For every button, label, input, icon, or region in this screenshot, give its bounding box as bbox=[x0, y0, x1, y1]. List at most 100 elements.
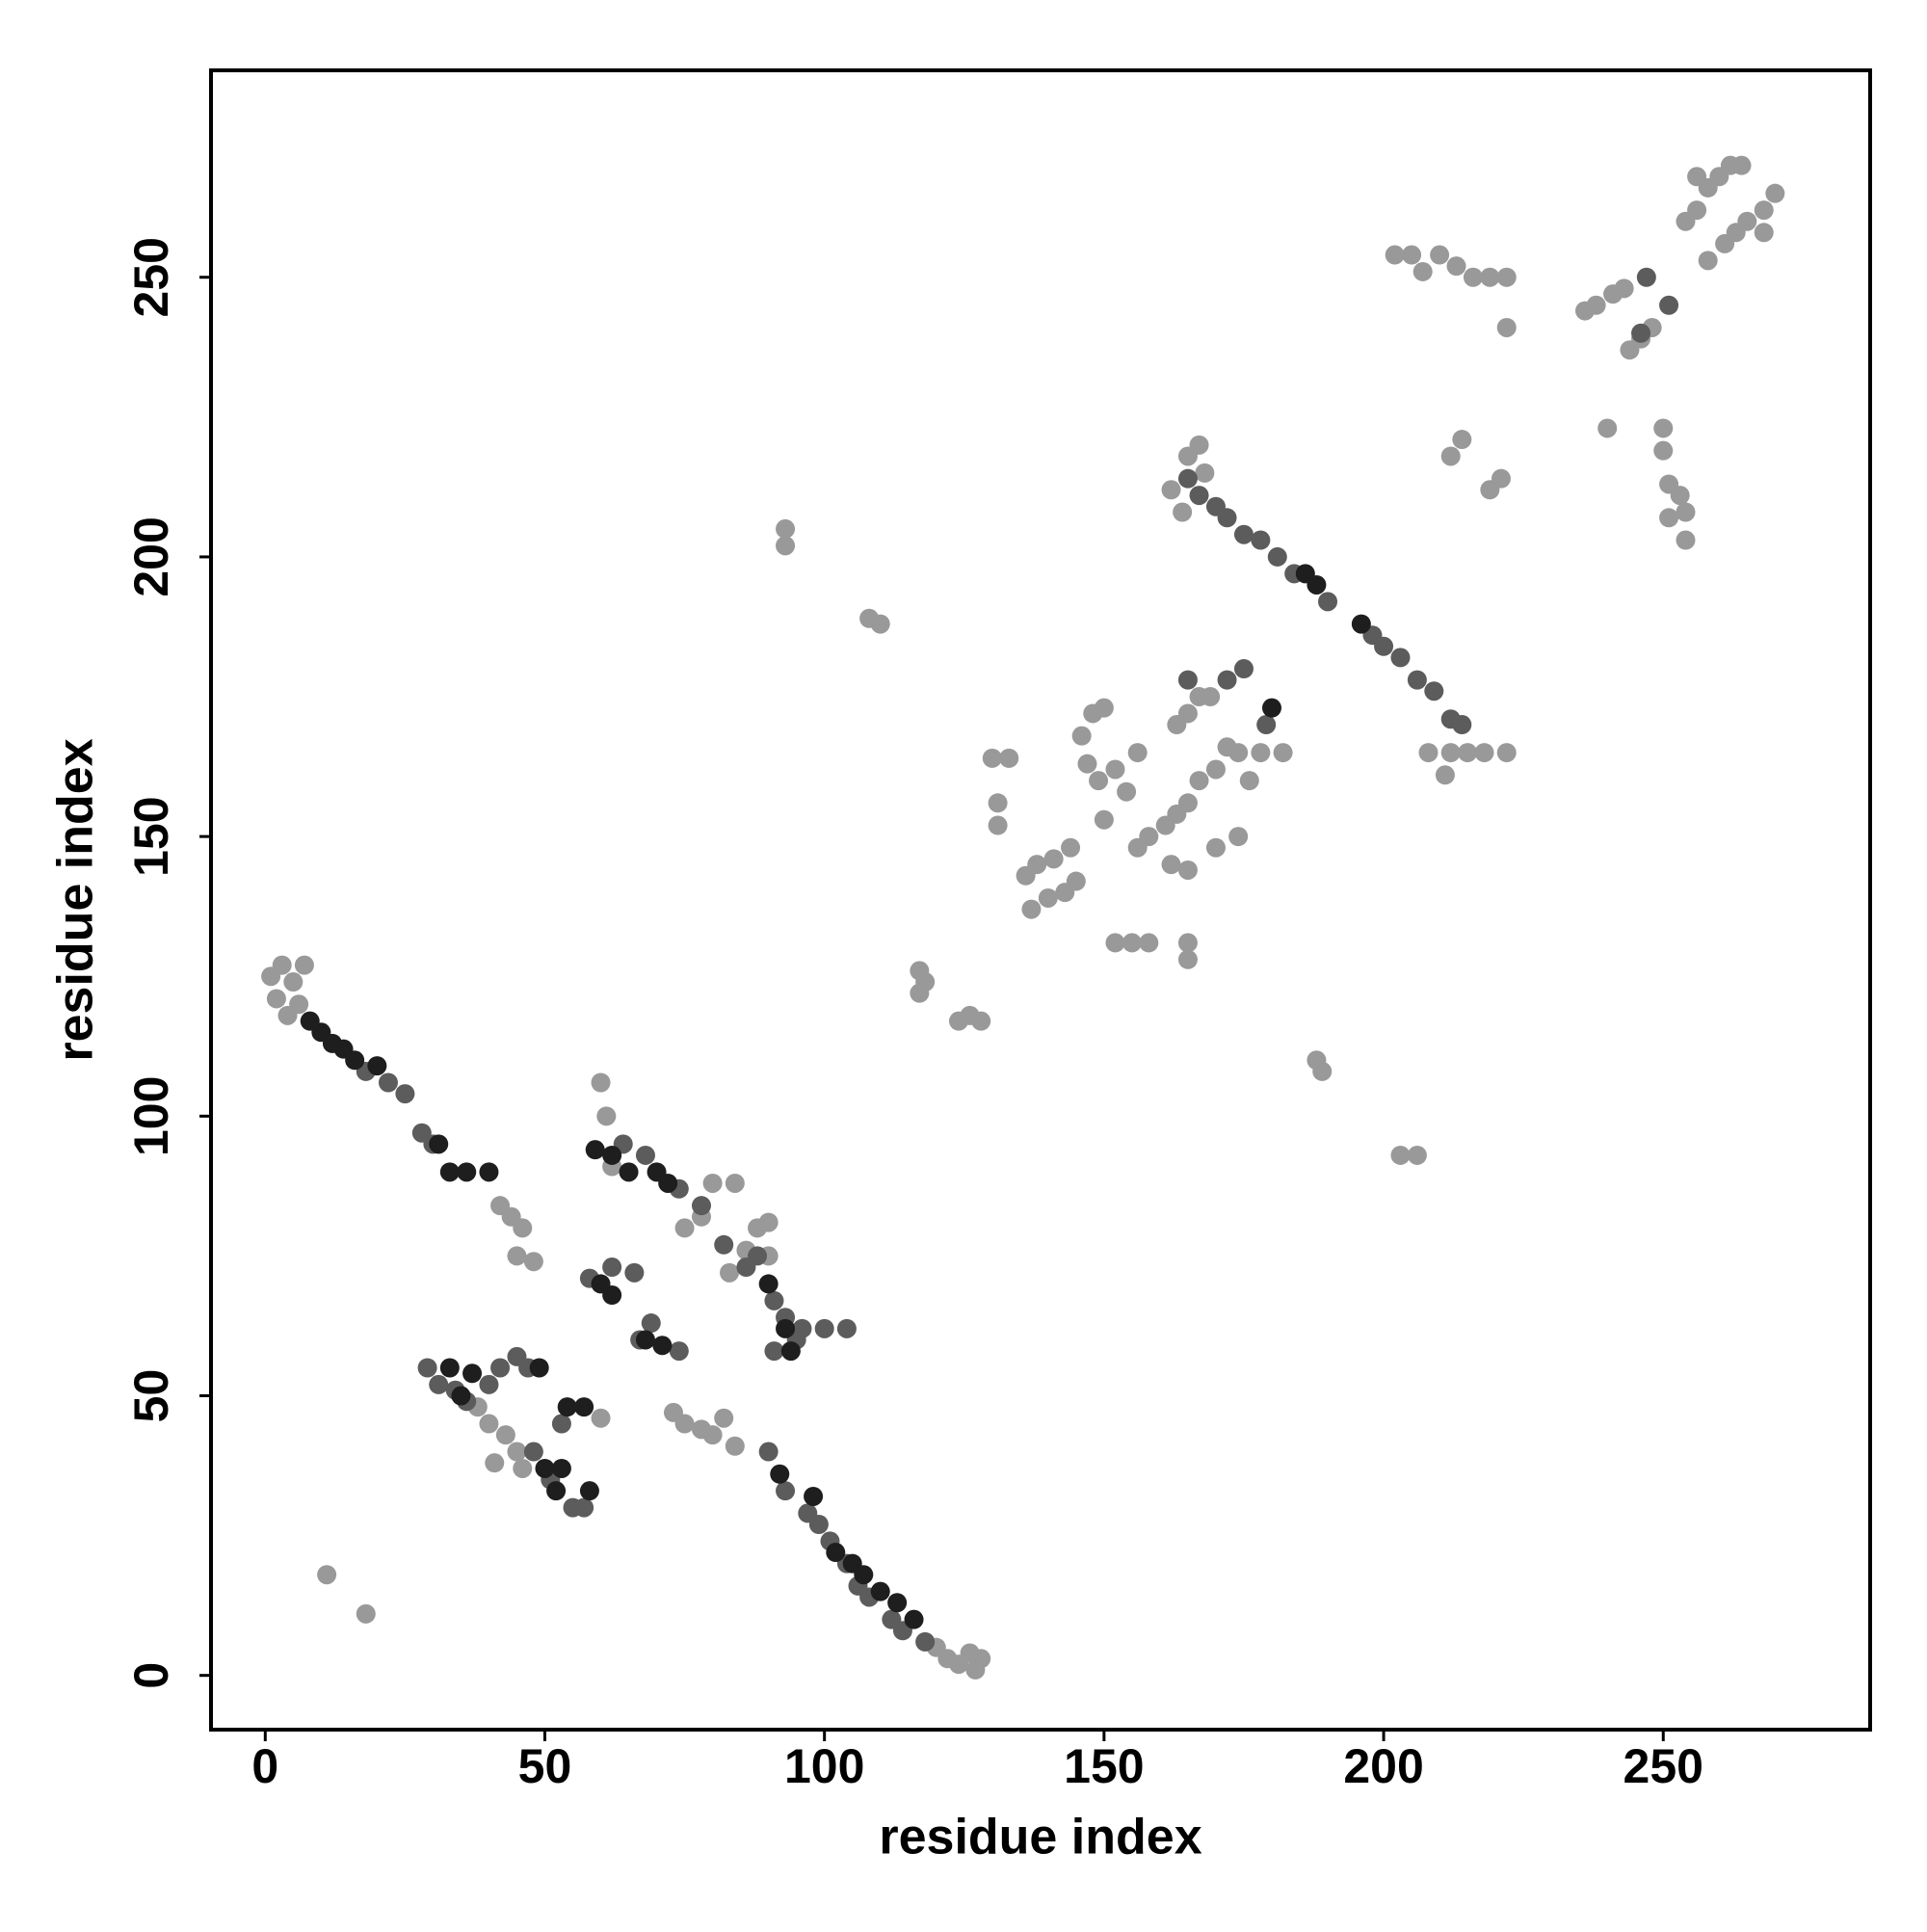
contact-point bbox=[1089, 771, 1109, 791]
contact-point bbox=[1653, 440, 1674, 461]
contact-point bbox=[1474, 743, 1494, 763]
contact-point bbox=[1189, 486, 1209, 506]
contact-point bbox=[1496, 317, 1517, 337]
contact-point bbox=[1239, 771, 1259, 791]
contact-point bbox=[1440, 446, 1461, 466]
contact-point bbox=[982, 748, 1002, 768]
contact-point bbox=[485, 1453, 505, 1473]
x-tick-label: 200 bbox=[1343, 1739, 1423, 1793]
contact-point bbox=[1412, 261, 1433, 281]
contact-point bbox=[439, 1358, 460, 1378]
contact-point bbox=[1021, 899, 1042, 919]
contact-point bbox=[854, 1565, 874, 1585]
contact-point bbox=[378, 1072, 398, 1093]
contact-point bbox=[1491, 468, 1511, 489]
contact-point bbox=[602, 1257, 622, 1278]
x-axis-title: residue index bbox=[879, 1810, 1201, 1866]
contact-point bbox=[417, 1358, 437, 1378]
contact-point bbox=[870, 614, 890, 634]
contact-point bbox=[1446, 256, 1466, 277]
contact-point bbox=[870, 1581, 890, 1601]
contact-point bbox=[1407, 1145, 1427, 1165]
contact-point bbox=[1094, 698, 1114, 718]
contact-point bbox=[1189, 771, 1209, 791]
contact-point bbox=[1435, 765, 1455, 785]
contact-point bbox=[1139, 933, 1159, 953]
contact-point bbox=[1177, 670, 1198, 690]
contact-point bbox=[1251, 743, 1271, 763]
contact-point bbox=[1105, 933, 1125, 953]
contact-point bbox=[748, 1218, 768, 1238]
contact-point bbox=[283, 972, 304, 992]
contact-point bbox=[513, 1218, 533, 1238]
contact-point bbox=[691, 1196, 711, 1216]
contact-point bbox=[776, 1481, 796, 1501]
contact-point bbox=[1167, 715, 1187, 735]
contact-point bbox=[457, 1162, 477, 1182]
contact-point bbox=[1161, 855, 1181, 875]
contact-point bbox=[1737, 211, 1757, 231]
contact-point bbox=[1731, 155, 1752, 175]
contact-point bbox=[624, 1262, 645, 1283]
contact-point bbox=[635, 1330, 655, 1350]
contact-point bbox=[579, 1481, 599, 1501]
contact-point bbox=[635, 1145, 655, 1165]
contact-point bbox=[674, 1414, 695, 1434]
contact-point bbox=[272, 955, 292, 975]
contact-point bbox=[910, 983, 930, 1003]
contact-point bbox=[764, 1290, 784, 1310]
contact-point bbox=[1458, 743, 1478, 763]
contact-point bbox=[1177, 860, 1198, 880]
contact-point bbox=[495, 1425, 515, 1445]
contact-point bbox=[1754, 200, 1774, 221]
contact-point bbox=[1597, 418, 1618, 438]
contact-point bbox=[1177, 933, 1198, 953]
contact-point bbox=[1312, 1061, 1333, 1081]
contact-point bbox=[1217, 670, 1237, 690]
contact-point bbox=[356, 1603, 376, 1624]
contact-point bbox=[804, 1486, 824, 1506]
contact-point bbox=[1273, 743, 1293, 763]
contact-point bbox=[1122, 933, 1142, 953]
y-tick-label: 200 bbox=[124, 516, 178, 596]
contact-point bbox=[490, 1358, 511, 1378]
contact-point bbox=[776, 536, 796, 556]
contact-point bbox=[1233, 659, 1254, 679]
contact-point bbox=[1261, 698, 1281, 718]
contact-point bbox=[1177, 793, 1198, 813]
contact-point bbox=[988, 793, 1008, 813]
contact-point bbox=[523, 1442, 543, 1462]
contact-point bbox=[764, 1341, 784, 1362]
contact-point bbox=[1385, 245, 1405, 265]
contact-point bbox=[1077, 754, 1097, 774]
contact-point bbox=[451, 1386, 471, 1406]
plot-frame bbox=[209, 68, 1872, 1732]
contact-point bbox=[904, 1609, 924, 1629]
contact-point bbox=[1177, 446, 1198, 466]
contact-point bbox=[915, 1631, 936, 1652]
contact-point bbox=[887, 1593, 908, 1613]
y-tick-label: 150 bbox=[124, 796, 178, 876]
contact-point bbox=[1061, 837, 1081, 858]
contact-point bbox=[1452, 430, 1472, 450]
contact-point bbox=[1195, 463, 1215, 483]
contact-point bbox=[1765, 183, 1785, 203]
contact-point bbox=[1698, 251, 1718, 271]
contact-point bbox=[836, 1318, 857, 1338]
contact-point bbox=[702, 1173, 723, 1193]
contact-point bbox=[1094, 809, 1114, 830]
contact-point bbox=[999, 748, 1019, 768]
contact-point bbox=[658, 1173, 678, 1193]
contact-point bbox=[1228, 743, 1249, 763]
contact-point bbox=[758, 1274, 779, 1294]
contact-point bbox=[1105, 759, 1125, 780]
contact-point bbox=[1161, 480, 1181, 500]
contact-point bbox=[546, 1481, 567, 1501]
contact-point bbox=[669, 1341, 689, 1362]
contact-point bbox=[1676, 502, 1696, 522]
contact-point bbox=[317, 1565, 337, 1585]
contact-point bbox=[1653, 418, 1674, 438]
contact-point bbox=[277, 1005, 298, 1025]
contact-point bbox=[1390, 648, 1411, 668]
